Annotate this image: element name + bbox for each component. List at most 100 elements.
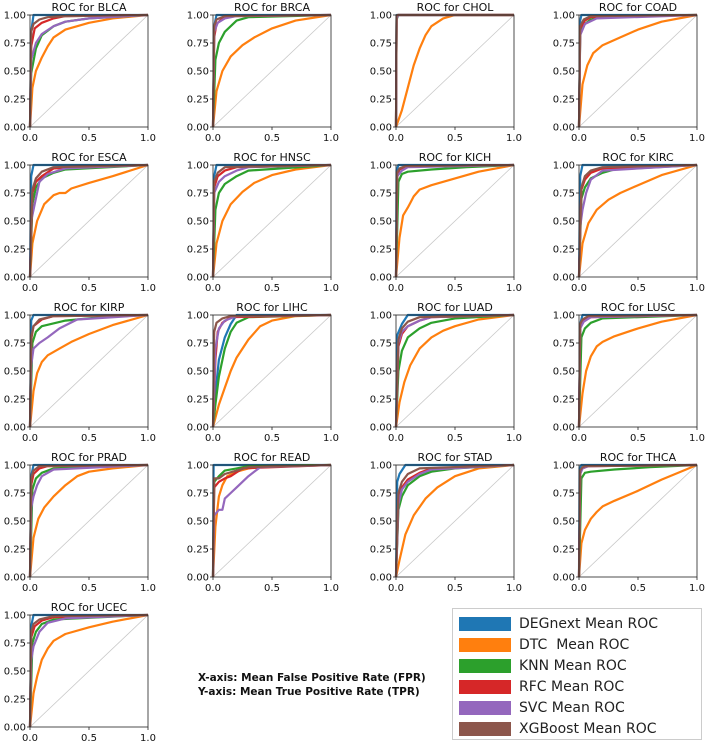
y-tick-label: 0.00 [4,573,26,584]
legend-label: SVC Mean ROC [519,700,625,716]
y-tick-label: 0.25 [187,95,209,106]
y-tick-label: 0.50 [4,367,26,378]
y-tick-label: 0.25 [553,545,575,556]
y-tick-label: 0.75 [187,489,209,500]
subplot-roc-for-esca: ROC for ESCA 0.00 0.25 0.50 0.75 1.00 0.0 0.5 1.… [4,151,156,294]
y-tick-label: 1.00 [370,11,392,22]
x-tick-label: 1.0 [689,433,705,444]
roc-line-dtc-mean-roc [211,13,332,128]
subplot-title: ROC for BLCA [52,1,127,14]
y-tick-label: 0.50 [553,217,575,228]
y-tick-label: 0.75 [187,339,209,350]
subplot-title: ROC for BRCA [234,1,310,14]
y-tick-label: 0.25 [4,95,26,106]
y-tick-label: 0.50 [4,217,26,228]
x-axis-note: X-axis: Mean False Positive Rate (FPR) [198,672,426,684]
x-tick-label: 0.5 [81,433,97,444]
legend-item-degnext: DEGnext Mean ROC [459,614,658,634]
legend-swatch [459,617,511,631]
y-tick-label: 0.00 [553,273,575,284]
y-tick-label: 1.00 [370,311,392,322]
subplot-title: ROC for CHOL [417,1,495,14]
x-tick-label: 0.5 [630,283,646,294]
x-tick-label: 1.0 [689,133,705,144]
subplot-roc-for-ucec: ROC for UCEC 0.00 0.25 0.50 0.75 1.00 0.0 0.5 1.… [4,601,156,744]
y-tick-label: 0.00 [187,273,209,284]
diagonal-reference-line [578,164,698,278]
x-tick-label: 0.0 [22,283,38,294]
roc-line-svc-mean-roc [28,13,149,128]
roc-line-dtc-mean-roc [394,463,515,578]
subplot-roc-for-stad: ROC for STAD 0.00 0.25 0.50 0.75 1.00 0.0 0.5 1.… [370,451,522,594]
roc-line-xgboost-mean-roc [577,163,698,278]
y-tick-label: 0.50 [4,67,26,78]
x-tick-label: 0.0 [205,283,221,294]
roc-line-knn-mean-roc [211,163,332,278]
legend-label: DTC Mean ROC [519,637,630,653]
y-tick-label: 0.25 [4,545,26,556]
diagonal-reference-line [29,464,149,578]
subplot-roc-for-coad: ROC for COAD 0.00 0.25 0.50 0.75 1.00 0.0 0.5 1.… [553,1,705,144]
x-tick-label: 1.0 [140,733,156,744]
subplot-title: ROC for THCA [600,451,677,464]
subplot-roc-for-brca: ROC for BRCA 0.00 0.25 0.50 0.75 1.00 0.0 0.5 1.… [187,1,339,144]
subplot-roc-for-luad: ROC for LUAD 0.00 0.25 0.50 0.75 1.00 0.0 0.5 1.… [370,301,522,444]
y-tick-label: 1.00 [4,611,26,622]
roc-line-xgboost-mean-roc [28,613,149,728]
roc-line-xgboost-mean-roc [211,13,332,128]
roc-line-dtc-mean-roc [211,313,332,428]
subplot-title: ROC for STAD [418,451,493,464]
x-tick-label: 1.0 [323,283,339,294]
subplot-title: ROC for HNSC [233,151,311,164]
diagonal-reference-line [29,164,149,278]
diagonal-reference-line [212,464,332,578]
x-tick-label: 0.5 [81,583,97,594]
legend-label: DEGnext Mean ROC [519,616,659,632]
x-tick-label: 1.0 [140,583,156,594]
y-tick-label: 0.25 [370,245,392,256]
roc-line-knn-mean-roc [394,163,515,278]
y-tick-label: 0.75 [553,489,575,500]
y-tick-label: 0.50 [187,517,209,528]
roc-line-dtc-mean-roc [394,13,514,128]
legend-item-dtc: DTC Mean ROC [459,635,629,655]
diagonal-reference-line [212,314,332,428]
x-tick-label: 0.0 [388,583,404,594]
subplot-title: ROC for ESCA [51,151,127,164]
subplot-roc-for-kirp: ROC for KIRP 0.00 0.25 0.50 0.75 1.00 0.0 0.5 1.… [4,301,156,444]
roc-line-knn-mean-roc [211,313,332,428]
y-tick-label: 0.25 [4,695,26,706]
legend-label: KNN Mean ROC [519,658,627,674]
x-tick-label: 0.0 [205,133,221,144]
y-tick-label: 1.00 [553,161,575,172]
x-tick-label: 1.0 [323,583,339,594]
x-tick-label: 0.0 [571,433,587,444]
roc-line-xgboost-mean-roc [394,463,515,578]
roc-line-dtc-mean-roc [28,313,149,428]
y-tick-label: 0.50 [553,517,575,528]
y-tick-label: 0.25 [553,245,575,256]
x-tick-label: 0.0 [571,583,587,594]
roc-line-dtc-mean-roc [577,13,698,128]
x-tick-label: 0.5 [630,583,646,594]
x-tick-label: 0.0 [205,583,221,594]
roc-line-dtc-mean-roc [394,313,515,428]
x-tick-label: 0.5 [447,583,463,594]
y-tick-label: 0.25 [187,245,209,256]
y-tick-label: 1.00 [187,461,209,472]
x-tick-label: 0.0 [22,733,38,744]
y-tick-label: 0.75 [553,39,575,50]
y-tick-label: 0.00 [370,273,392,284]
roc-line-xgboost-mean-roc [577,463,698,578]
diagonal-reference-line [578,314,698,428]
roc-line-dtc-mean-roc [28,613,149,728]
subplot-title: ROC for KIRC [602,151,674,164]
roc-line-dtc-mean-roc [28,13,149,128]
x-tick-label: 0.0 [22,433,38,444]
roc-line-xgboost-mean-roc [28,313,149,428]
y-tick-label: 0.25 [187,395,209,406]
diagonal-reference-line [212,164,332,278]
diagonal-reference-line [395,464,515,578]
x-tick-label: 0.0 [205,433,221,444]
y-tick-label: 1.00 [4,311,26,322]
